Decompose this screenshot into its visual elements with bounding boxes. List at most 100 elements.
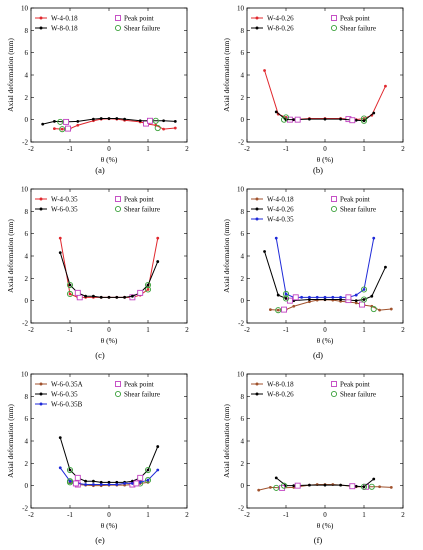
data-point xyxy=(99,483,103,486)
legend-peak-marker xyxy=(115,381,121,387)
x-tick-label: 1 xyxy=(362,511,366,519)
legend-marker xyxy=(39,26,43,30)
data-point xyxy=(339,298,342,301)
y-tick-label: 4 xyxy=(25,253,29,261)
data-point xyxy=(99,295,103,299)
legend-series-label: W-6-0.35 xyxy=(51,206,78,214)
y-tick-label: 2 xyxy=(25,460,29,468)
data-point xyxy=(354,484,358,488)
data-point xyxy=(323,295,327,299)
data-point xyxy=(131,294,134,298)
legend-peak-marker xyxy=(115,15,121,21)
legend-series-label: W-8-0.26 xyxy=(267,25,294,33)
legend-shear-label: Shear failure xyxy=(340,25,376,33)
peak-point-marker xyxy=(63,118,70,125)
peak-point-marker xyxy=(294,116,301,123)
y-tick-label: -2 xyxy=(238,505,244,513)
y-tick-label: 10 xyxy=(237,5,245,13)
data-point xyxy=(292,304,296,308)
legend-marker xyxy=(255,26,259,30)
shear-failure-marker xyxy=(152,117,159,124)
legend-peak-marker xyxy=(115,196,121,202)
legend-series-label: W-8-0.26 xyxy=(267,391,294,399)
shear-failure-marker xyxy=(360,483,368,490)
x-tick-label: 0 xyxy=(323,511,327,519)
x-tick-label: -2 xyxy=(28,326,34,334)
data-point xyxy=(274,236,278,240)
y-tick-label: 10 xyxy=(21,186,29,194)
data-point xyxy=(354,299,358,303)
data-point xyxy=(274,476,278,480)
shear-failure-marker xyxy=(360,117,368,124)
y-tick-label: 6 xyxy=(25,230,29,238)
y-tick-label: 2 xyxy=(241,94,245,102)
y-axis-label: Axial deformation (mm) xyxy=(222,219,231,293)
legend-series-label: W-4-0.35 xyxy=(267,216,294,224)
shear-failure-marker xyxy=(66,281,74,289)
y-axis-label: Axial deformation (mm) xyxy=(222,404,231,478)
data-point xyxy=(68,292,72,296)
data-point xyxy=(123,295,126,299)
chart-panel-2: -2 -1 0 1 2 -2 0 2 4 6 8 10 θ (%) Axial deformation (… xyxy=(222,5,405,176)
shear-failure-marker xyxy=(144,477,152,484)
shear-failure-marker xyxy=(59,126,66,133)
x-tick-label: 1 xyxy=(362,145,366,153)
x-axis-label: θ (%) xyxy=(317,336,334,345)
y-axis-label: Axial deformation (mm) xyxy=(6,38,15,112)
chart-panel-5: -2 -1 0 1 2 -2 0 2 4 6 8 10 θ (%) Axial deformation (… xyxy=(6,371,189,546)
data-point xyxy=(58,236,62,240)
chart-panel-6: -2 -1 0 1 2 -2 0 2 4 6 8 10 θ (%) Axial deformation (… xyxy=(222,371,405,546)
x-axis-label: θ (%) xyxy=(317,155,334,164)
peak-point-marker xyxy=(281,306,287,313)
peak-point-marker xyxy=(359,301,365,308)
legend-shear-label: Shear failure xyxy=(340,391,376,399)
y-tick-label: 2 xyxy=(25,94,29,102)
series-line-1 xyxy=(264,70,386,121)
legend-marker xyxy=(255,207,259,211)
x-tick-label: 0 xyxy=(107,145,111,153)
data-point xyxy=(107,117,111,120)
y-tick-label: 10 xyxy=(237,186,245,194)
shear-failure-marker xyxy=(144,286,152,293)
data-point xyxy=(92,117,95,121)
y-tick-label: 8 xyxy=(241,393,245,401)
data-point xyxy=(53,119,56,123)
legend-series-label: W-4-0.18 xyxy=(51,15,78,23)
shear-failure-marker xyxy=(282,290,290,298)
legend-peak-marker xyxy=(331,196,337,202)
legend-shear-label: Shear failure xyxy=(124,391,160,399)
data-point xyxy=(315,295,319,299)
data-point xyxy=(284,297,288,300)
legend-series-label: W-4-0.18 xyxy=(267,196,294,204)
y-tick-label: -2 xyxy=(238,320,244,328)
panel-label: (f) xyxy=(314,535,323,545)
data-point xyxy=(354,118,358,122)
legend-peak-label: Peak point xyxy=(340,196,370,204)
data-point xyxy=(84,483,87,486)
peak-point-marker xyxy=(74,289,81,296)
x-tick-label: 2 xyxy=(185,326,189,334)
panel-label: (d) xyxy=(313,350,323,360)
data-point xyxy=(308,483,311,487)
data-point xyxy=(92,483,95,486)
data-point xyxy=(362,288,366,291)
legend-series-label: W-8-0.18 xyxy=(51,25,78,33)
data-point xyxy=(107,480,111,484)
peak-point-marker xyxy=(137,289,144,296)
y-tick-label: 0 xyxy=(25,482,29,490)
legend-marker xyxy=(39,207,43,211)
y-tick-label: 0 xyxy=(25,297,29,305)
y-tick-label: 4 xyxy=(241,438,245,446)
data-point xyxy=(269,308,272,311)
x-tick-label: -2 xyxy=(28,511,34,519)
data-point xyxy=(372,236,376,240)
data-point xyxy=(115,117,119,120)
data-point xyxy=(123,117,126,121)
legend-shear-marker xyxy=(114,390,122,398)
y-tick-label: 6 xyxy=(25,49,29,57)
data-point xyxy=(146,283,150,287)
x-tick-label: 0 xyxy=(107,326,111,334)
x-tick-label: -2 xyxy=(28,145,34,153)
legend-shear-marker xyxy=(330,205,338,213)
x-axis-label: θ (%) xyxy=(317,521,334,530)
